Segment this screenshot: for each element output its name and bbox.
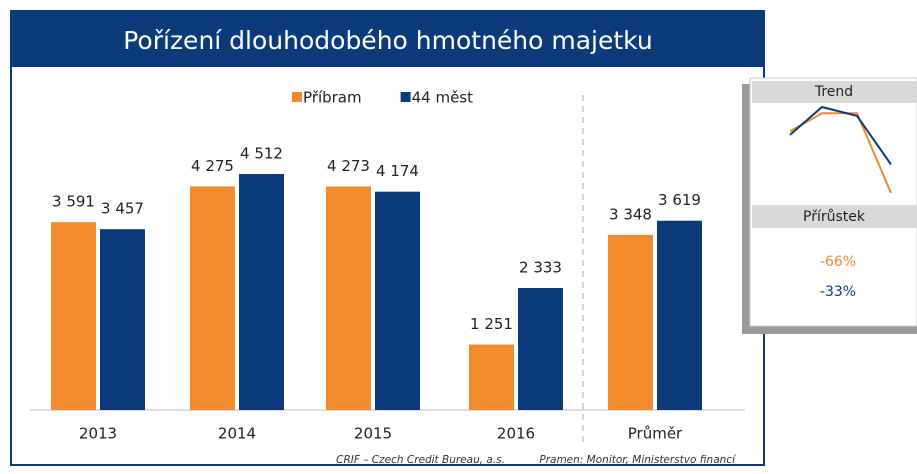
bar — [518, 287, 563, 410]
chart-title: Pořízení dlouhodobého hmotného majetku — [123, 26, 653, 55]
value-label: 1 251 — [470, 315, 513, 333]
trend-line — [789, 105, 892, 166]
bar — [326, 186, 371, 410]
value-label: 2 333 — [519, 258, 562, 276]
trend-line — [789, 112, 892, 194]
bar — [190, 186, 235, 410]
x-tick-label: 2016 — [497, 425, 535, 443]
value-label: 3 619 — [658, 191, 701, 209]
value-label: 4 275 — [191, 157, 234, 175]
growth-value: -66% — [820, 254, 856, 270]
bar — [239, 174, 284, 410]
legend-label: Příbram — [303, 89, 362, 107]
legend-label: 44 měst — [412, 89, 474, 107]
growth-value: -33% — [820, 284, 856, 300]
bar — [100, 229, 145, 410]
credit: CRIF – Czech Credit Bureau, a.s. — [336, 454, 505, 466]
x-tick-label: 2013 — [79, 425, 117, 443]
bar — [375, 191, 420, 410]
header — [10, 10, 765, 67]
panel-band — [752, 205, 917, 228]
value-label: 4 273 — [327, 157, 370, 175]
bar — [51, 222, 96, 410]
value-label: 4 174 — [376, 162, 419, 180]
panel — [749, 77, 917, 327]
value-label: 4 512 — [240, 145, 283, 163]
bar — [657, 220, 702, 410]
x-tick-label: Průměr — [628, 425, 683, 443]
legend-swatch — [400, 92, 411, 102]
trend-title: Trend — [814, 84, 853, 100]
value-label: 3 591 — [52, 193, 95, 211]
bar — [469, 344, 514, 410]
growth-title: Přírůstek — [803, 209, 866, 225]
value-label: 3 348 — [609, 205, 652, 223]
value-label: 3 457 — [101, 200, 144, 218]
legend-swatch — [292, 92, 302, 102]
x-tick-label: 2015 — [354, 425, 392, 443]
panel-band — [752, 81, 917, 103]
source: Pramen: Monitor, Ministerstvo financí — [539, 454, 737, 466]
bar — [608, 234, 653, 410]
x-tick-label: 2014 — [218, 425, 256, 443]
